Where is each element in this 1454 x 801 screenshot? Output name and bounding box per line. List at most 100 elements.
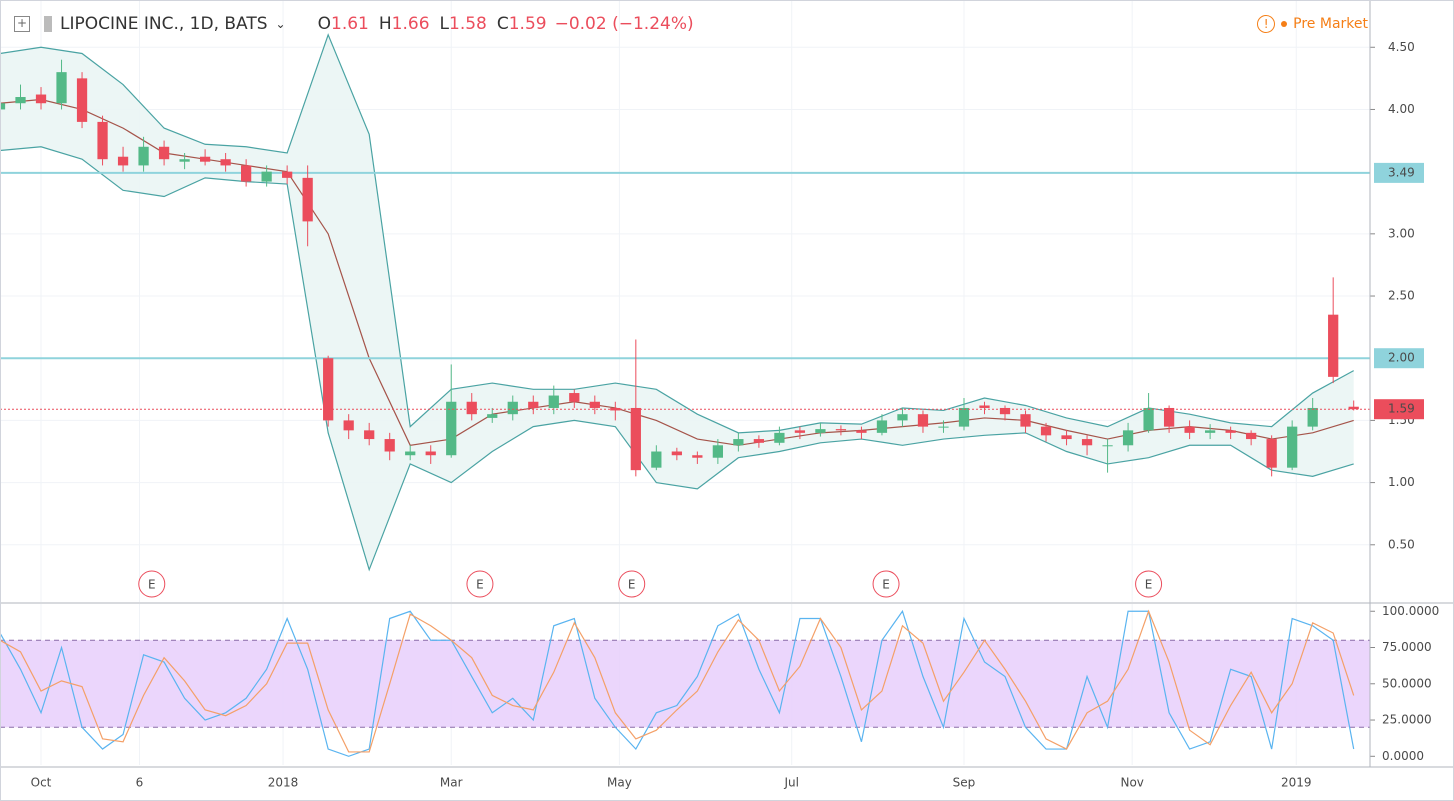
x-tick-label: Jul <box>783 776 798 790</box>
level-tag <box>1374 348 1424 369</box>
candle-body <box>446 401 457 456</box>
candle-body <box>1204 430 1216 433</box>
candle-body <box>610 407 621 411</box>
candle-body <box>56 72 67 104</box>
candle-body <box>1061 435 1072 440</box>
candle-body <box>1184 426 1195 433</box>
candle-body <box>0 103 6 110</box>
candle-body <box>815 429 826 433</box>
candle-body <box>1163 407 1175 427</box>
candle-body <box>1020 414 1031 427</box>
candle-body <box>507 401 518 415</box>
candle-body <box>76 78 88 122</box>
earnings-marker[interactable] <box>618 570 646 598</box>
level-label: 3.49 <box>1388 165 1415 179</box>
candle-body <box>1328 314 1339 377</box>
candle-body <box>261 171 272 182</box>
candle-body <box>897 414 908 421</box>
candle-body <box>282 171 293 178</box>
candle-body <box>364 430 375 440</box>
x-tick-label: 2018 <box>268 776 299 790</box>
candle-body <box>528 401 539 408</box>
stoch-line <box>0 609 1355 757</box>
session-status[interactable]: ! Pre Market <box>1257 15 1368 33</box>
earnings-marker[interactable] <box>466 570 494 598</box>
session-label: Pre Market <box>1293 16 1368 32</box>
candle-body <box>466 401 477 415</box>
earnings-marker[interactable] <box>138 570 166 598</box>
bollinger-lower <box>0 146 1354 572</box>
candle-body <box>630 407 641 471</box>
level-tag <box>1374 162 1424 183</box>
candle-body <box>97 121 108 160</box>
earnings-label: E <box>628 578 636 592</box>
ohlc-key: H <box>378 14 392 34</box>
candle-body <box>1081 439 1093 446</box>
candle-body <box>1307 407 1318 427</box>
candle-body <box>220 159 231 166</box>
candle-body <box>794 430 806 433</box>
expand-icon[interactable]: + <box>14 16 30 32</box>
change: −0.02 (−1.24%) <box>554 14 694 34</box>
x-tick-label: May <box>607 776 632 790</box>
ohlc-item: O1.61 <box>318 14 369 34</box>
candle-body <box>979 405 990 408</box>
level-label: 2.00 <box>1388 351 1415 365</box>
candle-body <box>1266 439 1277 468</box>
candle-body <box>117 156 129 166</box>
candle-body <box>1143 407 1154 431</box>
earnings-label: E <box>148 578 156 592</box>
earnings-marker[interactable] <box>1135 570 1163 598</box>
flag-icon[interactable] <box>44 16 52 32</box>
candle-body <box>138 146 149 166</box>
y-tick-label: 2.50 <box>1388 289 1415 303</box>
bollinger-upper <box>0 33 1354 434</box>
candle-body <box>589 401 600 408</box>
candle-body <box>733 439 744 446</box>
candle-body <box>958 407 970 427</box>
earnings-label: E <box>882 578 890 592</box>
y-tick-label: 1.00 <box>1388 475 1415 489</box>
y-tick-label: 75.0000 <box>1382 640 1432 654</box>
candle-body <box>876 420 888 433</box>
candle-body <box>487 414 498 418</box>
candle-body <box>569 393 580 402</box>
symbol-title[interactable]: LIPOCINE INC., 1D, BATS <box>60 14 268 34</box>
ohlc-item: C1.59 <box>497 14 547 34</box>
alert-icon: ! <box>1257 15 1276 33</box>
x-tick-label: 2019 <box>1281 776 1312 790</box>
candle-body <box>405 451 416 456</box>
candle-body <box>199 156 211 162</box>
earnings-marker[interactable] <box>872 570 900 598</box>
candle-body <box>240 165 252 182</box>
candle-body <box>1122 430 1134 446</box>
y-tick-label: 50.0000 <box>1382 676 1432 690</box>
ohlc-item: H1.66 <box>379 14 430 34</box>
candle-body <box>1287 426 1298 468</box>
stoch-line <box>0 609 1355 753</box>
y-tick-label: 4.00 <box>1388 102 1415 116</box>
earnings-label: E <box>476 578 484 592</box>
symbol-menu[interactable]: ⌄ <box>275 17 286 31</box>
candle-body <box>343 420 354 431</box>
candle-body <box>158 146 170 160</box>
y-tick-label: 0.50 <box>1388 537 1415 551</box>
ohlc-value: 1.59 <box>508 14 547 34</box>
y-tick-label: 3.00 <box>1388 226 1415 240</box>
ohlc-key: O <box>317 14 331 34</box>
header: + LIPOCINE INC., 1D, BATS ⌄ O1.61 H1.66 L1.… <box>14 14 694 34</box>
last-price-label: 1.59 <box>1388 402 1415 416</box>
x-tick-label: 6 <box>136 776 144 790</box>
candle-body <box>774 432 785 443</box>
y-tick-label: 100.0000 <box>1382 604 1439 618</box>
ohlc-value: 1.61 <box>331 14 369 34</box>
candle-body <box>999 407 1011 415</box>
x-tick-label: Sep <box>953 776 976 790</box>
ohlc-item: L1.58 <box>440 14 487 34</box>
candle-body <box>671 451 682 456</box>
candle-body <box>692 455 703 458</box>
candle-body <box>35 94 47 104</box>
ohlc-value: 1.58 <box>449 14 487 34</box>
